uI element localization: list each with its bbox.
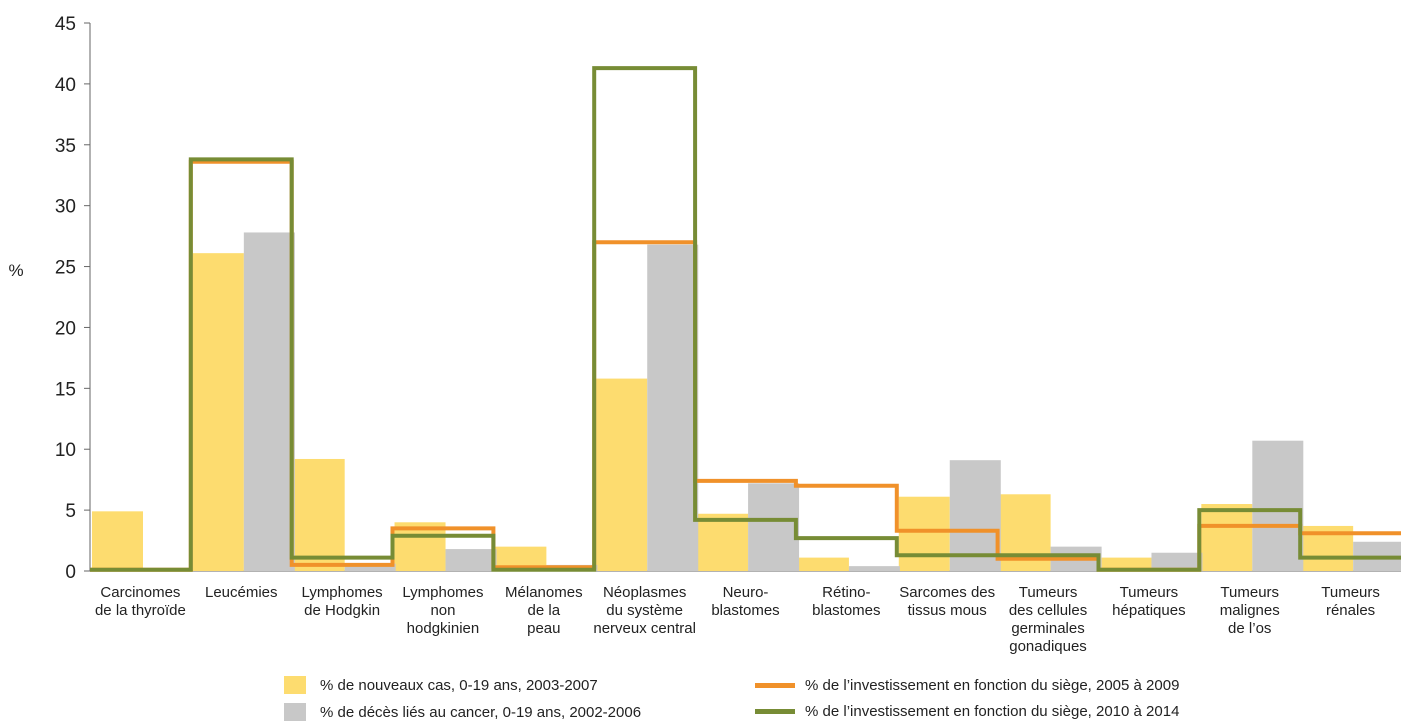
bar-deaths xyxy=(1151,552,1203,571)
y-tick-label: 20 xyxy=(55,318,76,339)
y-tick-label: 10 xyxy=(55,440,76,461)
y-tick-label: 30 xyxy=(55,197,76,218)
x-category-label: Tumeurs rénales xyxy=(1321,584,1380,619)
legend-item-invest-2005: % de l’investissement en fonction du siè… xyxy=(755,677,1179,694)
legend-item-deaths: % de décès liés au cancer, 0-19 ans, 200… xyxy=(284,703,641,721)
y-tick-label: 45 xyxy=(55,14,76,35)
x-category-label: Carcinomes de la thyroïde xyxy=(95,584,186,619)
bar-new-cases xyxy=(92,511,143,571)
bar-new-cases xyxy=(898,496,950,571)
x-category-label: Mélanomes de la peau xyxy=(505,584,583,637)
y-axis-label: % xyxy=(8,261,23,280)
bar-deaths xyxy=(344,563,396,571)
legend-swatch-deaths xyxy=(284,703,306,721)
x-category-label: Néoplasmes du système nerveux central xyxy=(593,584,696,637)
x-category-label: Tumeurs hépatiques xyxy=(1112,584,1185,619)
step-lines xyxy=(90,66,1401,572)
bar-new-cases xyxy=(1201,504,1253,571)
bar-deaths xyxy=(445,549,497,571)
bar-new-cases xyxy=(797,557,849,571)
legend-item-invest-2010: % de l’investissement en fonction du siè… xyxy=(755,703,1179,720)
x-category-label: Rétino-blastomes xyxy=(812,584,880,619)
x-category-label: Lymphomes non hodgkinien xyxy=(402,584,483,637)
x-category-label: Lymphomes de Hodgkin xyxy=(302,584,383,619)
axes: 0 5 10 15 20 25 30 35 40 45 xyxy=(55,14,1401,583)
bar-deaths xyxy=(1252,440,1304,571)
x-axis-labels: Carcinomes de la thyroïde Leucémies Lymphom… xyxy=(95,584,1380,655)
x-category-label: Tumeurs des cellules germinales gonadiques xyxy=(1009,584,1087,655)
x-category-label: Sarcomes des tissus mous xyxy=(899,584,995,619)
legend-label-deaths: % de décès liés au cancer, 0-19 ans, 200… xyxy=(320,703,642,721)
bar-new-cases xyxy=(192,253,244,571)
x-category-label: Leucémies xyxy=(205,584,278,601)
x-category-label: Tumeurs malignes de l’os xyxy=(1220,584,1280,637)
legend-swatch-new-cases xyxy=(284,676,306,694)
legend-label-invest-2010: % de l’investissement en fonction du siè… xyxy=(805,703,1180,720)
bar-new-cases xyxy=(1100,557,1152,571)
y-tick-label: 0 xyxy=(65,562,76,583)
legend-swatch-invest-2005 xyxy=(755,683,795,688)
bars xyxy=(92,232,1401,572)
y-tick-label: 40 xyxy=(55,75,76,96)
bar-deaths xyxy=(848,566,900,571)
bar-deaths xyxy=(647,244,699,571)
y-tick-label: 5 xyxy=(65,501,76,522)
y-tick-label: 15 xyxy=(55,379,76,400)
legend-item-new-cases: % de nouveaux cas, 0-19 ans, 2003-2007 xyxy=(284,676,598,694)
x-category-label: Neuro-blastomes xyxy=(711,584,779,619)
bar-deaths xyxy=(748,483,800,571)
y-tick-label: 25 xyxy=(55,258,76,279)
bar-deaths xyxy=(243,232,295,572)
bar-new-cases xyxy=(394,522,446,571)
legend-label-invest-2005: % de l’investissement en fonction du siè… xyxy=(805,677,1180,694)
legend-label-new-cases: % de nouveaux cas, 0-19 ans, 2003-2007 xyxy=(320,676,598,694)
bar-new-cases xyxy=(293,458,345,571)
step-line-invest-2010-2014 xyxy=(90,66,1401,572)
bar-new-cases xyxy=(697,513,749,571)
y-tick-label: 35 xyxy=(55,136,76,157)
legend-swatch-invest-2010 xyxy=(755,709,795,714)
bar-deaths xyxy=(949,460,1001,571)
bar-new-cases xyxy=(596,378,648,571)
